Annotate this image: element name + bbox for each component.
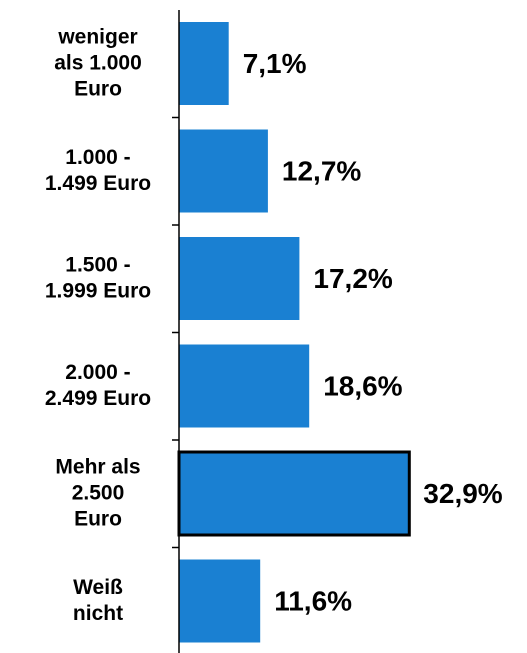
value-label: 11,6% bbox=[274, 585, 352, 616]
value-label: 17,2% bbox=[313, 263, 392, 294]
category-line: 1.999 Euro bbox=[45, 279, 151, 302]
category-label: 1.500 - 1.999 Euro bbox=[45, 253, 151, 302]
category-line: 1.000 - bbox=[65, 146, 130, 169]
category-line: Weiß bbox=[73, 576, 123, 599]
category-line: nicht bbox=[73, 602, 123, 625]
category-label: 1.000 - 1.499 Euro bbox=[45, 146, 151, 195]
category-line: weniger bbox=[57, 25, 137, 48]
value-label: 7,1% bbox=[243, 48, 307, 79]
bar bbox=[179, 559, 261, 643]
category-line: 2.499 Euro bbox=[45, 387, 151, 410]
value-label: 18,6% bbox=[323, 370, 402, 401]
bar bbox=[179, 22, 229, 105]
category-line: 1.500 - bbox=[65, 253, 130, 276]
category-line: Euro bbox=[74, 77, 122, 100]
category-label: weniger als 1.000 Euro bbox=[54, 25, 142, 100]
category-line: Mehr als bbox=[55, 455, 140, 478]
category-line: 1.499 Euro bbox=[45, 172, 151, 195]
bar bbox=[177, 450, 411, 537]
category-label: 2.000 - 2.499 Euro bbox=[45, 361, 151, 410]
category-line: 2.000 - bbox=[65, 361, 130, 384]
value-label: 32,9% bbox=[423, 478, 502, 509]
category-line: 2.500 bbox=[72, 481, 125, 504]
bar bbox=[179, 129, 268, 213]
bar bbox=[179, 344, 310, 428]
category-label: Weiß nicht bbox=[73, 576, 123, 625]
category-line: als 1.000 bbox=[54, 51, 142, 74]
value-label: 12,7% bbox=[282, 155, 361, 186]
category-line: Euro bbox=[74, 507, 122, 530]
category-label: Mehr als 2.500 Euro bbox=[55, 455, 140, 530]
bar bbox=[179, 237, 300, 320]
